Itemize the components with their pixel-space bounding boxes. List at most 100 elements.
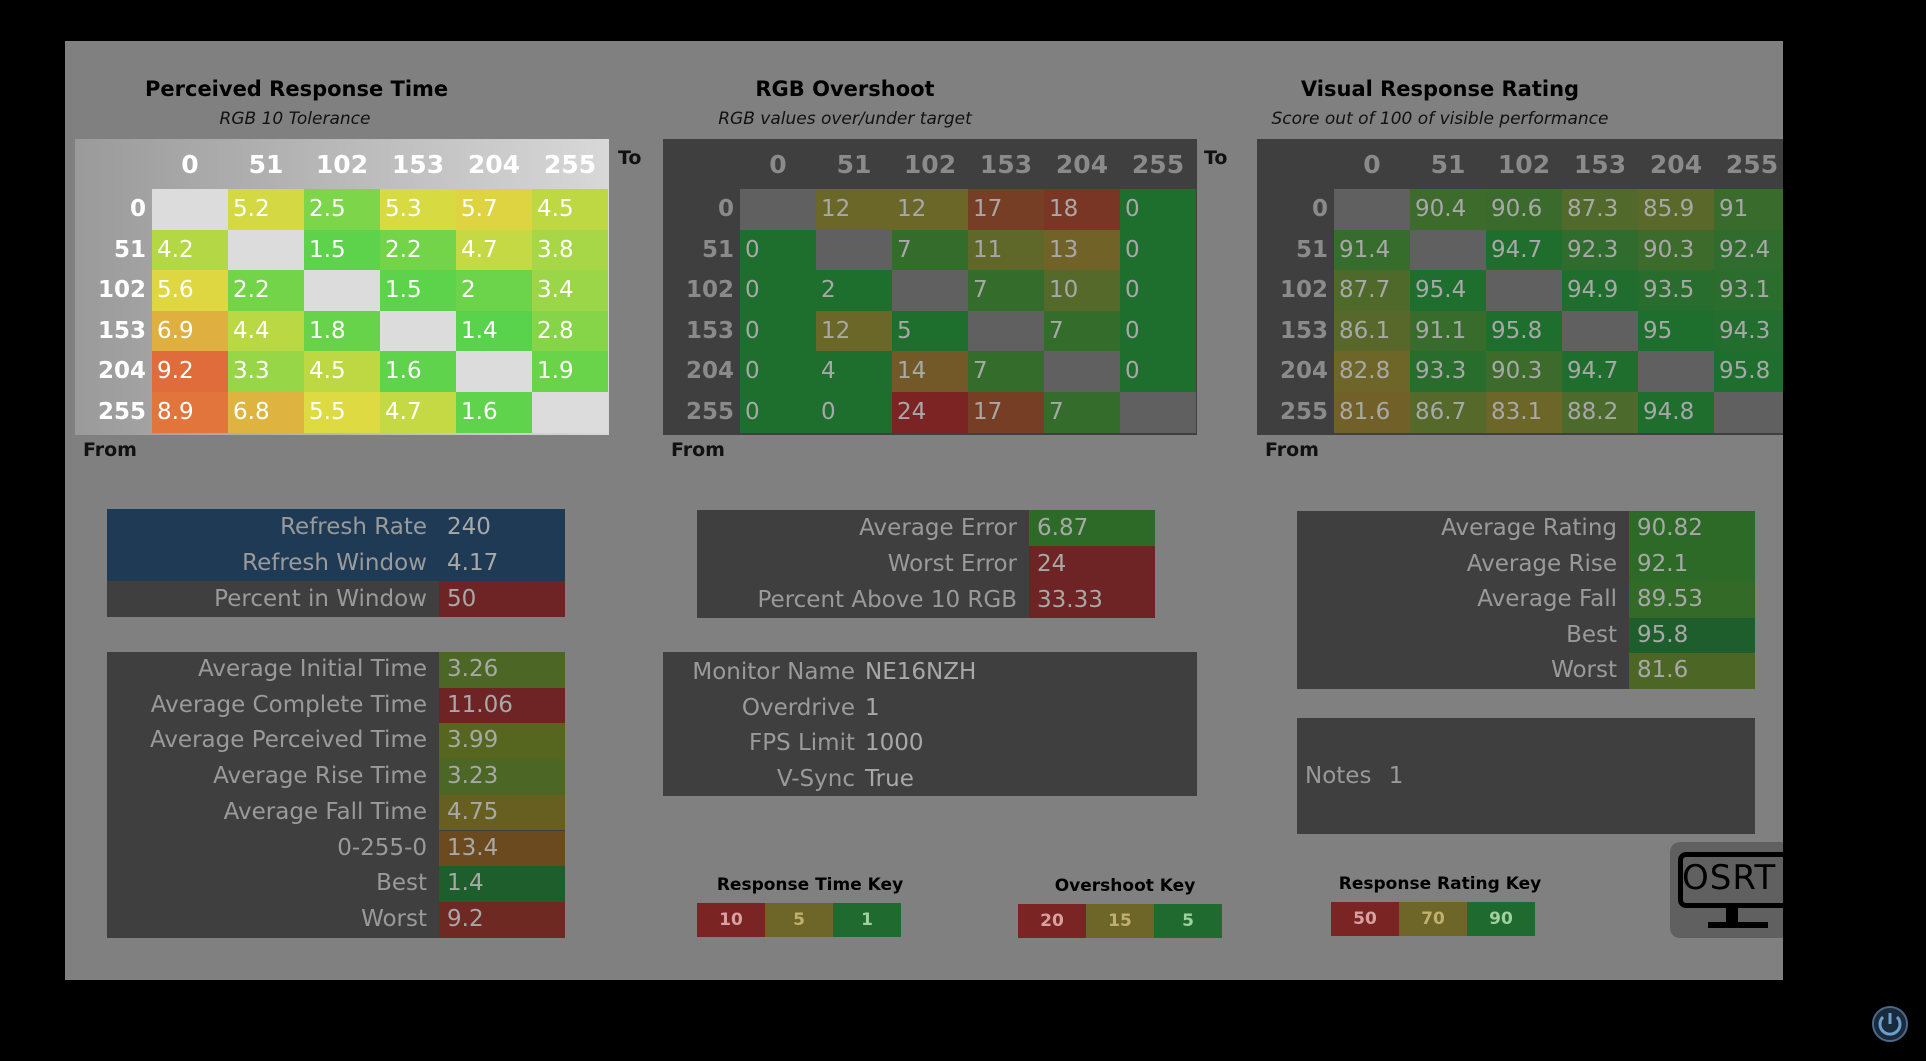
- key-swatch: 90: [1467, 902, 1535, 936]
- heatmap-cell: 95: [1638, 310, 1714, 352]
- heatmap-cell: 17: [968, 189, 1044, 230]
- stat-row: Worst 9.2: [107, 901, 565, 938]
- keys-area: Response Time Key 10 5 1 Overshoot Key 20 15 5 R…: [65, 41, 1541, 938]
- heatmap-cell: 7: [1044, 310, 1120, 352]
- rating-heatmap: 0 51 102 153 204 255 0 90.4 90.6 87.3 85.9 91 51 91.4…: [1257, 139, 1783, 435]
- rating-subtitle: Score out of 100 of visible performance: [1271, 109, 1609, 129]
- from-axis-label: From: [1265, 439, 1319, 461]
- column-header: 204: [1649, 150, 1703, 179]
- heatmap-cell: 81.6: [1334, 391, 1410, 433]
- heatmap-cell: 91: [1714, 189, 1783, 230]
- heatmap-cell: [968, 310, 1044, 352]
- heatmap-cell: 0: [740, 391, 816, 433]
- heatmap-cell: 2.2: [228, 270, 304, 311]
- heatmap-cell: 5.6: [152, 270, 228, 311]
- key-swatch: 10: [697, 903, 765, 937]
- heatmap-cell: [1714, 391, 1783, 433]
- heatmap-cell: 95.8: [1714, 351, 1783, 392]
- heatmap-cell: 12: [816, 189, 892, 230]
- heatmap-cell: 93.1: [1714, 270, 1783, 311]
- heatmap-cell: 12: [892, 189, 968, 230]
- heatmap-cell: 94.7: [1562, 351, 1638, 392]
- overshoot-title: RGB Overshoot: [755, 77, 935, 101]
- stat-row: Average Rise Time 3.23: [107, 759, 565, 795]
- stat-row: Worst Error 24: [697, 546, 1155, 582]
- heatmap-cell: 11: [968, 229, 1044, 271]
- row-header: 255: [97, 398, 146, 425]
- row-header: 102: [97, 277, 146, 303]
- heatmap-cell: 18: [1044, 189, 1120, 230]
- heatmap-cell: 0: [740, 310, 816, 352]
- heatmap-cell: 4.2: [152, 229, 228, 271]
- heatmap-cell: 7: [892, 229, 968, 271]
- osrt-logo: OSRT: [1670, 842, 1783, 938]
- stat-value: 3.26: [439, 652, 565, 688]
- heatmap-cell: 1.9: [532, 351, 608, 392]
- stat-value: 50: [439, 581, 565, 617]
- stat-label: Average Initial Time: [197, 656, 427, 682]
- stat-label: Worst: [361, 905, 427, 932]
- stat-value: 9.2: [439, 901, 565, 938]
- stat-value: 90.82: [1629, 511, 1755, 547]
- heatmap-cell: 94.7: [1486, 229, 1562, 271]
- stat-row: Average Fall Time 4.75: [107, 794, 565, 831]
- stat-label: Average Fall Time: [223, 798, 427, 825]
- heatmap-cell: 82.8: [1334, 351, 1410, 392]
- stat-row: Best 1.4: [107, 866, 565, 902]
- stat-row: Average Fall 89.53: [1297, 582, 1755, 618]
- row-header: 0: [1311, 196, 1328, 222]
- monitor-value: 1: [865, 694, 880, 721]
- to-axis-label: To: [618, 147, 642, 169]
- row-header: 204: [1279, 358, 1328, 384]
- refresh-box: Refresh Rate 240 Refresh Window 4.17 Percent…: [107, 509, 565, 617]
- rating-title: Visual Response Rating: [1300, 77, 1580, 101]
- heatmap-cell: 94.9: [1562, 270, 1638, 311]
- heatmap-cell: [1044, 351, 1120, 392]
- column-header: 0: [1363, 150, 1381, 179]
- heatmap-cell: 93.3: [1410, 351, 1486, 392]
- heatmap-cell: 7: [968, 351, 1044, 392]
- stat-label: Average Perceived Time: [149, 727, 427, 754]
- heatmap-cell: 0: [740, 351, 816, 392]
- monitor-value: True: [865, 765, 914, 792]
- heatmap-cell: 86.7: [1410, 391, 1486, 433]
- power-icon[interactable]: [1870, 1004, 1910, 1044]
- column-header: 255: [1725, 150, 1779, 179]
- heatmap-cell: 86.1: [1334, 310, 1410, 352]
- row-header: 255: [685, 398, 734, 425]
- stat-row: Average Error 6.87: [697, 510, 1155, 546]
- overshoot-subtitle: RGB values over/under target: [718, 109, 972, 129]
- heatmap-cell: 7: [1044, 391, 1120, 433]
- key-title: Overshoot Key: [1054, 876, 1196, 896]
- heatmap-cell: [1120, 391, 1196, 433]
- osrt-logo-text: OSRT: [1682, 858, 1777, 898]
- heatmap-cell: 91.4: [1334, 229, 1410, 271]
- heatmap-cell: 17: [968, 391, 1044, 433]
- response-time-heatmap: 0 51 102 153 204 255 0 5.2 2.5 5.3 5.7 4.5 51 4.2 1.5 2…: [75, 139, 609, 435]
- monitor-label: FPS Limit: [748, 730, 855, 756]
- column-header: 153: [979, 150, 1033, 179]
- notes-box: Notes 1: [1297, 718, 1755, 834]
- heatmap-cell: [816, 229, 892, 271]
- stat-row: Refresh Window 4.17: [107, 545, 565, 581]
- heatmap-cell: 1.6: [456, 391, 532, 433]
- stat-label: Best: [1566, 621, 1617, 648]
- row-header: 204: [685, 358, 734, 384]
- monitor-label: Overdrive: [741, 694, 855, 721]
- column-header: 255: [1131, 150, 1185, 179]
- stat-value: 1.4: [439, 866, 565, 902]
- heatmap-cell: 92.3: [1562, 229, 1638, 271]
- from-axis-label: From: [671, 439, 725, 461]
- stat-value: 240: [439, 509, 565, 545]
- monitor-row: Overdrive 1: [663, 690, 1197, 726]
- from-axis-label: From: [83, 439, 137, 461]
- stat-row: 0-255-0 13.4: [107, 830, 565, 867]
- heatmap-cell: 0: [1120, 229, 1196, 271]
- ratings-box: Average Rating 90.82 Average Rise 92.1 Avera…: [1297, 511, 1755, 689]
- stat-value: 4.17: [439, 545, 565, 581]
- heatmap-cell: 1.8: [304, 310, 380, 352]
- heatmap-cell: 3.8: [532, 229, 608, 271]
- heatmap-cell: 0: [1120, 189, 1196, 230]
- stat-row: Percent in Window 50: [107, 581, 565, 617]
- heatmap-cell: 1.6: [380, 351, 456, 392]
